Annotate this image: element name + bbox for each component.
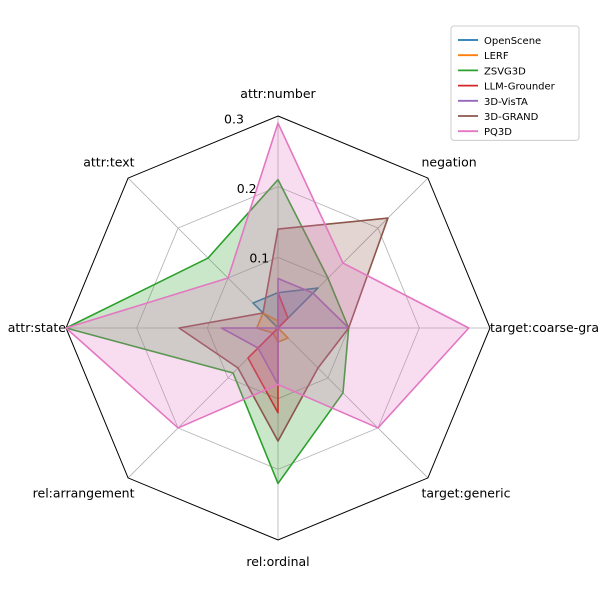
axis-label: negation [422, 155, 477, 170]
series-line-pq3d [65, 122, 470, 429]
radial-tick-label: 0.3 [224, 111, 244, 126]
series-line-lerf [255, 312, 289, 343]
radar-grid-ring [136, 186, 420, 470]
radial-tick-label: 0.1 [249, 251, 269, 266]
radial-tick-label: 0.2 [237, 181, 257, 196]
legend-label: 3D-GRAND [484, 112, 539, 123]
series-line-3d-grand [178, 217, 389, 442]
axis-label: target:coarse-grained [490, 320, 600, 335]
legend-label: 3D-VisTA [484, 97, 528, 108]
legend-box [450, 25, 580, 141]
radar-spoke [277, 327, 429, 479]
legend: OpenScene LERF ZSVG3D LLM-Grounder 3D-VisTA 3… [450, 25, 580, 141]
axis-label: rel:arrangement [33, 486, 135, 501]
series-fill-pq3d [66, 123, 469, 428]
axis-label: target:generic [422, 486, 511, 501]
legend-label: PQ3D [484, 127, 512, 138]
radar-frame [65, 115, 491, 541]
axis-label: rel:ordinal [246, 554, 309, 569]
legend-label: LLM-Grounder [484, 82, 556, 93]
series-layer [65, 122, 470, 485]
series-fill-3d-vista [221, 278, 349, 385]
legend-label: LERF [484, 51, 509, 62]
axis-label: attr:text [83, 155, 134, 170]
axis-label: attr:state [8, 320, 67, 335]
series-line-zsvg3d [65, 178, 350, 485]
axis-label: attr:number [240, 86, 316, 101]
series-fill-3d-grand [179, 218, 388, 442]
legend-label: OpenScene [484, 36, 541, 47]
axis-label-layer: attr:number negation target:coarse-grained… [8, 86, 600, 569]
legend-label: ZSVG3D [484, 66, 526, 77]
series-fill-openscene [253, 288, 318, 328]
